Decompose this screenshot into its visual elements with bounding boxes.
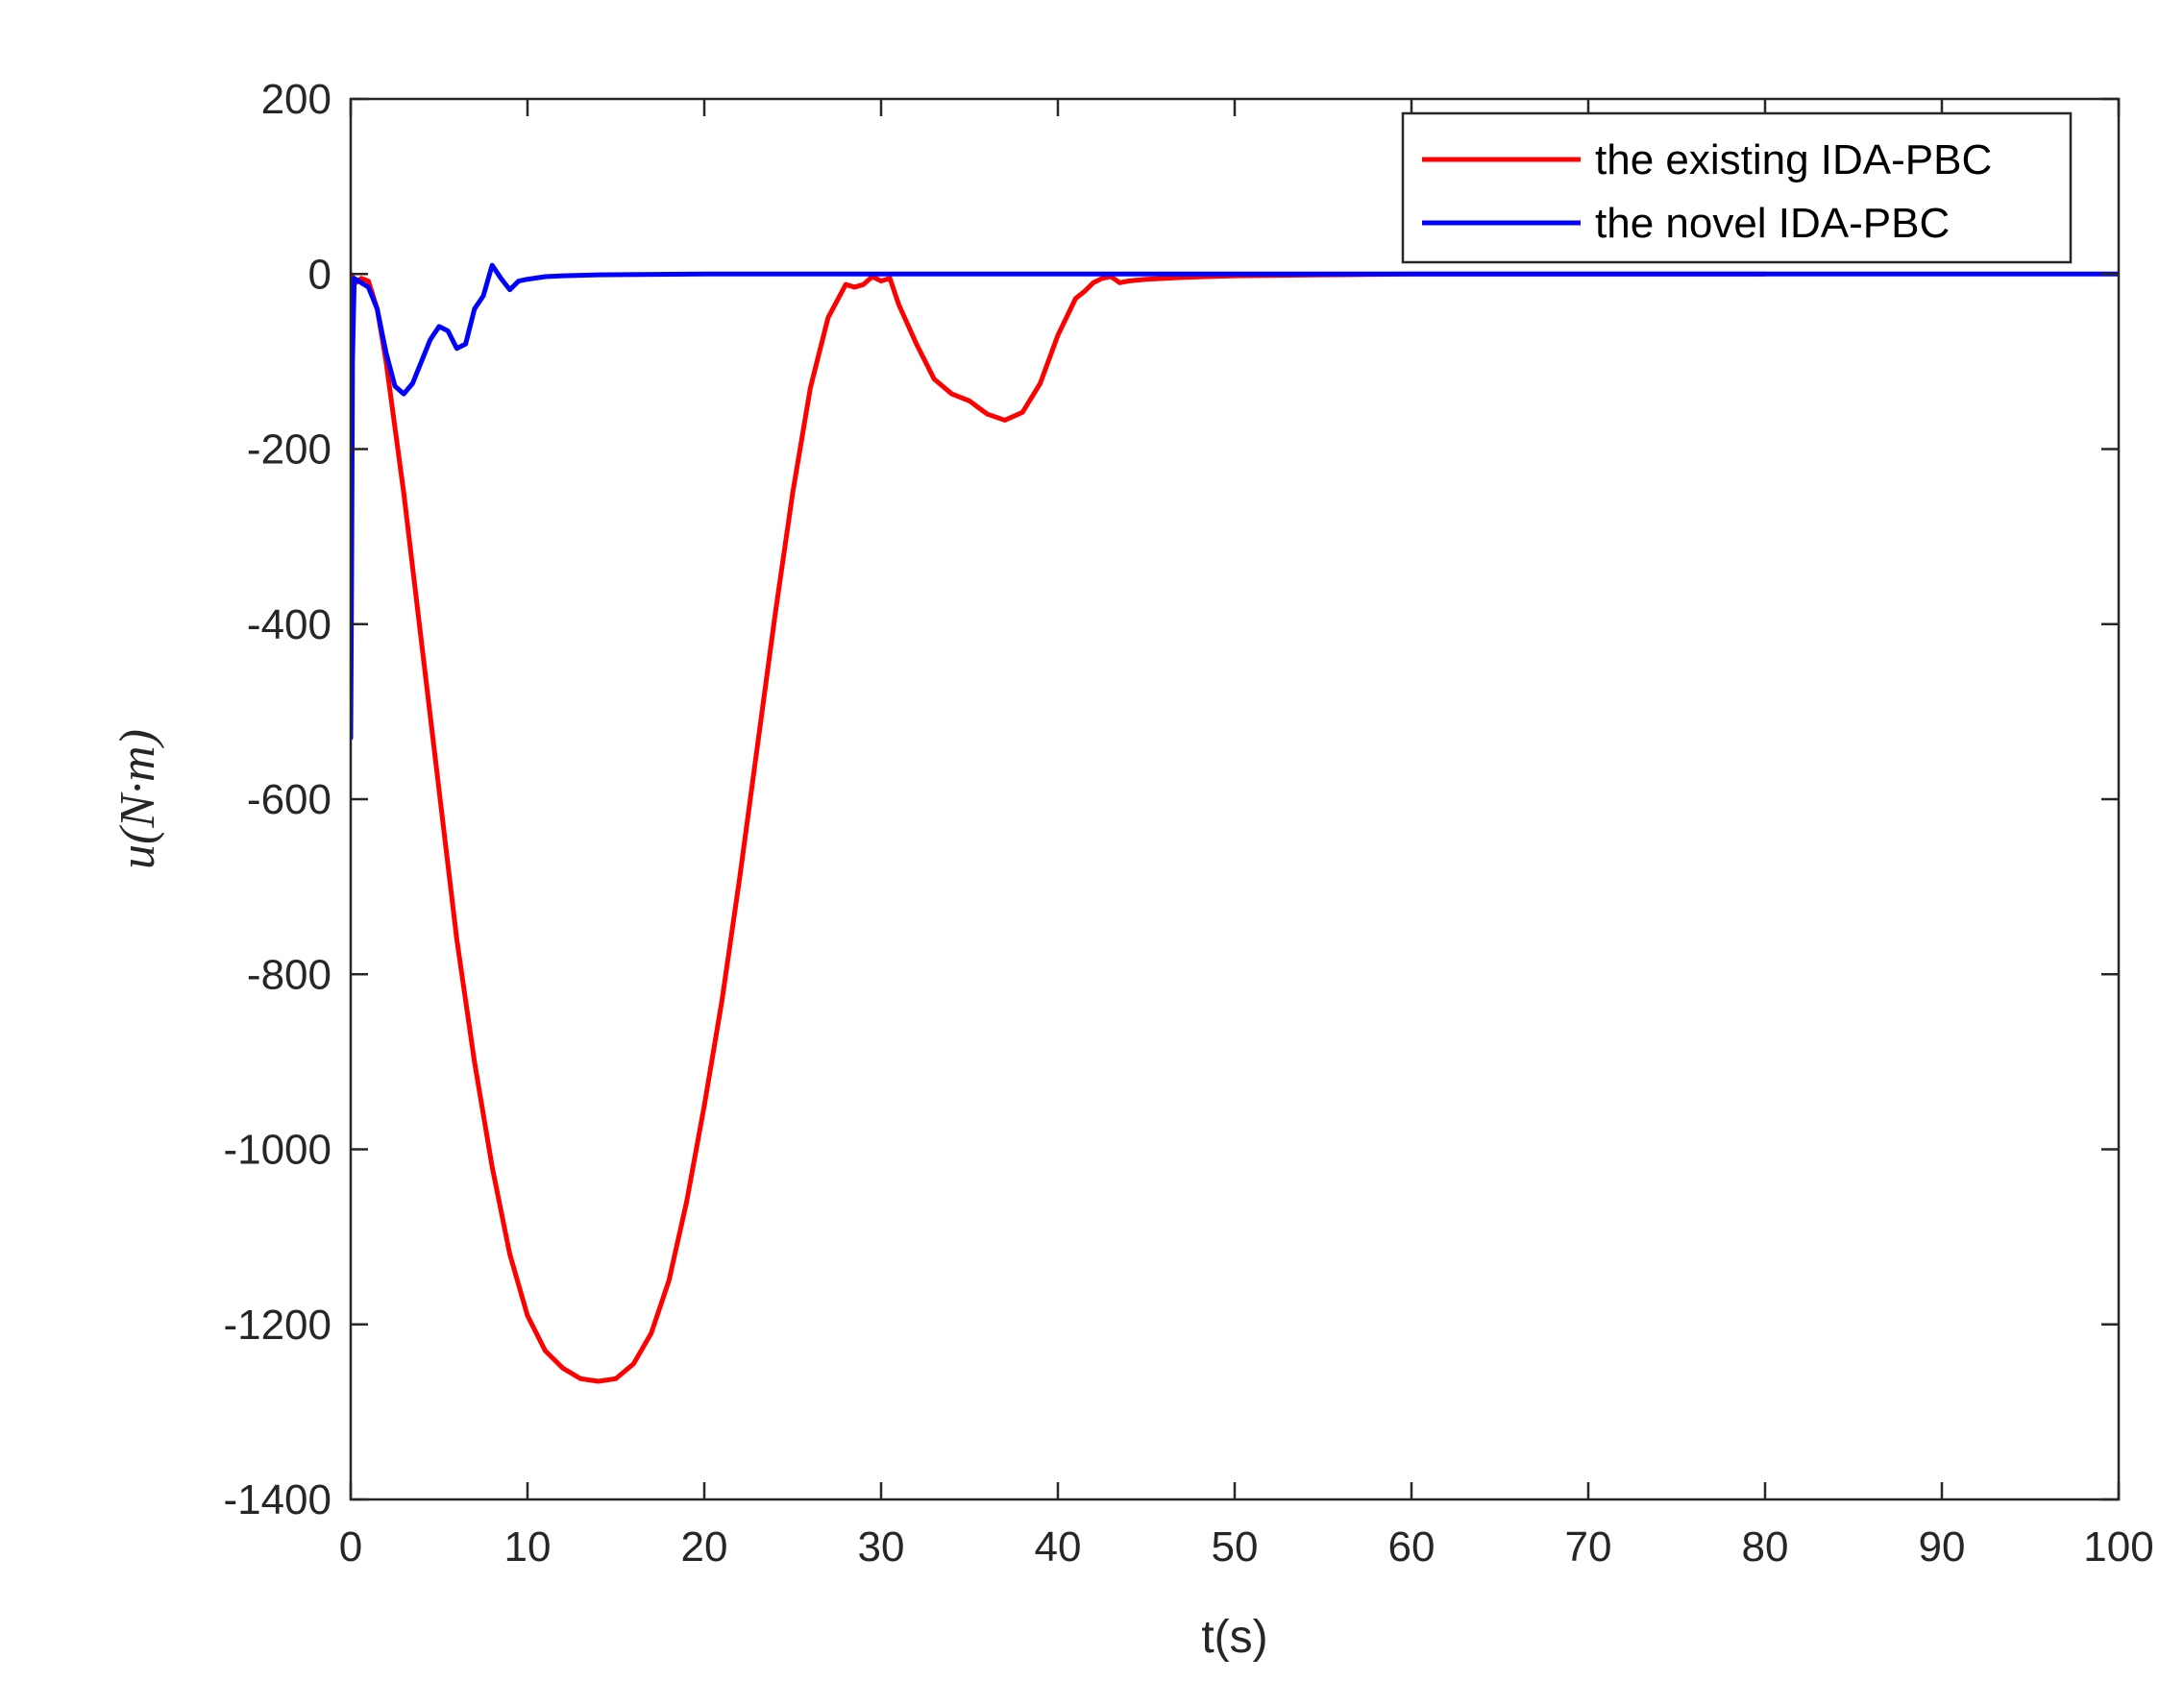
series-layer [351, 262, 2119, 1384]
plot-area [351, 99, 2119, 1499]
x-tick-label: 30 [858, 1523, 905, 1571]
x-tick-label: 80 [1742, 1523, 1789, 1571]
y-tick-label: -600 [247, 776, 331, 823]
y-tick-label: -800 [247, 951, 331, 998]
y-tick-label: -1000 [223, 1127, 331, 1174]
x-tick-label: 10 [504, 1523, 552, 1571]
x-tick-label: 0 [339, 1523, 362, 1571]
legend-entry-label: the existing IDA-PBC [1595, 136, 1992, 183]
y-axis-label: u(N·m) [110, 729, 165, 869]
y-tick-label: -1400 [223, 1476, 331, 1523]
y-tick-label: -400 [247, 601, 331, 648]
legend-entry-label: the novel IDA-PBC [1595, 200, 1950, 247]
y-tick-label: 200 [261, 76, 331, 123]
x-tick-label: 90 [1919, 1523, 1966, 1571]
x-tick-labels: 0 10 20 30 40 50 60 70 80 90 100 [339, 1523, 2154, 1571]
legend: the existing IDA-PBC the novel IDA-PBC [1401, 111, 2073, 264]
y-tick-labels: 200 0 -200 -400 -600 -800 -1000 -1200 -1400 [223, 76, 331, 1523]
y-tick-label: -1200 [223, 1302, 331, 1349]
x-axis-label: t(s) [1201, 1612, 1267, 1663]
x-tick-label: 70 [1565, 1523, 1612, 1571]
x-tick-label: 40 [1035, 1523, 1082, 1571]
plot-background [351, 99, 2119, 1499]
legend-box [1401, 111, 2073, 264]
y-tick-label: -200 [247, 426, 331, 474]
x-tick-label: 50 [1212, 1523, 1259, 1571]
x-tick-label: 100 [2083, 1523, 2153, 1571]
series-line-novel-ida-pbc [351, 262, 2119, 741]
x-tick-label: 60 [1388, 1523, 1436, 1571]
y-tick-label: 0 [308, 251, 331, 298]
axes-layer [349, 97, 2121, 1501]
series-line-existing-ida-pbc [351, 271, 1768, 1384]
x-tick-label: 20 [681, 1523, 728, 1571]
